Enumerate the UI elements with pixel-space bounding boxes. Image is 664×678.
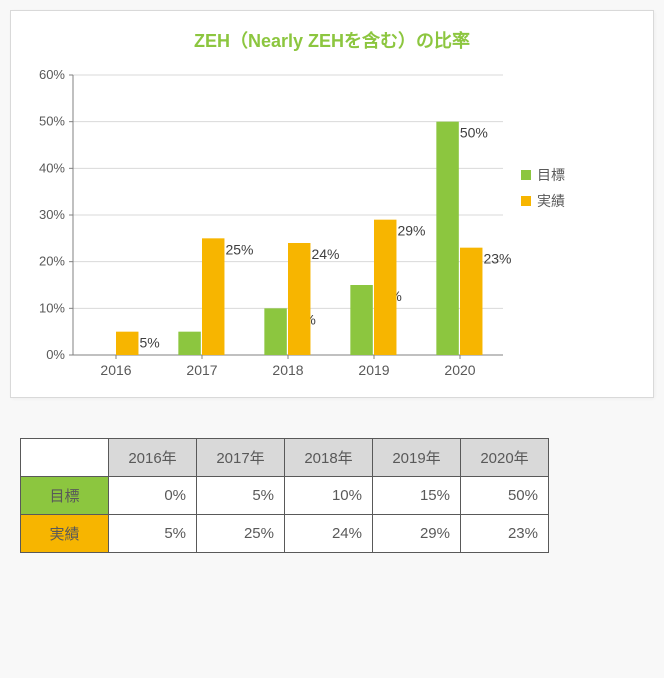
- svg-text:23%: 23%: [483, 251, 511, 267]
- table-header-cell: 2020年: [461, 439, 549, 477]
- chart-title: ZEH（Nearly ZEHを含む）の比率: [23, 27, 641, 53]
- table-header-cell: 2018年: [285, 439, 373, 477]
- data-table: 2016年 2017年 2018年 2019年 2020年 目標 0% 5% 1…: [20, 438, 549, 553]
- svg-text:20%: 20%: [39, 254, 65, 269]
- chart-body: 0%10%20%30%40%50%60%20160%5%20175%25%201…: [23, 65, 641, 385]
- table-cell: 50%: [461, 477, 549, 515]
- svg-text:5%: 5%: [139, 335, 159, 351]
- table-header-row: 2016年 2017年 2018年 2019年 2020年: [21, 439, 549, 477]
- table-cell: 25%: [197, 515, 285, 553]
- svg-text:40%: 40%: [39, 160, 65, 175]
- table-row: 実績 5% 25% 24% 29% 23%: [21, 515, 549, 553]
- svg-text:2017: 2017: [186, 362, 217, 378]
- svg-text:30%: 30%: [39, 207, 65, 222]
- legend-swatch-icon: [521, 196, 531, 206]
- table-cell: 5%: [109, 515, 197, 553]
- table-header-cell: 2017年: [197, 439, 285, 477]
- table-cell: 5%: [197, 477, 285, 515]
- legend-label: 目標: [537, 165, 565, 185]
- svg-text:10%: 10%: [39, 300, 65, 315]
- legend-label: 実績: [537, 191, 565, 211]
- table-cell: 10%: [285, 477, 373, 515]
- chart-legend: 目標 実績: [513, 65, 641, 385]
- chart-svg: 0%10%20%30%40%50%60%20160%5%20175%25%201…: [23, 65, 513, 385]
- svg-text:50%: 50%: [39, 114, 65, 129]
- svg-text:2016: 2016: [100, 362, 131, 378]
- svg-text:（年度）: （年度）: [507, 362, 513, 378]
- table-cell: 0%: [109, 477, 197, 515]
- table-cell: 29%: [373, 515, 461, 553]
- svg-text:2018: 2018: [272, 362, 303, 378]
- table-corner-cell: [21, 439, 109, 477]
- legend-item: 実績: [521, 191, 641, 211]
- chart-container: ZEH（Nearly ZEHを含む）の比率 0% 10% 20% 30% 40% 50% 6…: [10, 10, 654, 398]
- legend-swatch-icon: [521, 170, 531, 180]
- chart-plot-area: 0%10%20%30%40%50%60%20160%5%20175%25%201…: [23, 65, 513, 385]
- svg-text:2019: 2019: [358, 362, 389, 378]
- svg-text:29%: 29%: [397, 223, 425, 239]
- row-head: 実績: [21, 515, 109, 553]
- svg-text:0%: 0%: [46, 347, 65, 362]
- table-header-cell: 2016年: [109, 439, 197, 477]
- svg-text:24%: 24%: [311, 246, 339, 262]
- table-cell: 24%: [285, 515, 373, 553]
- legend-item: 目標: [521, 165, 641, 185]
- table-cell: 23%: [461, 515, 549, 553]
- svg-text:25%: 25%: [225, 241, 253, 257]
- table-header-cell: 2019年: [373, 439, 461, 477]
- svg-text:2020: 2020: [444, 362, 475, 378]
- table-cell: 15%: [373, 477, 461, 515]
- svg-text:50%: 50%: [460, 125, 488, 141]
- row-head: 目標: [21, 477, 109, 515]
- table-row: 目標 0% 5% 10% 15% 50%: [21, 477, 549, 515]
- svg-text:60%: 60%: [39, 67, 65, 82]
